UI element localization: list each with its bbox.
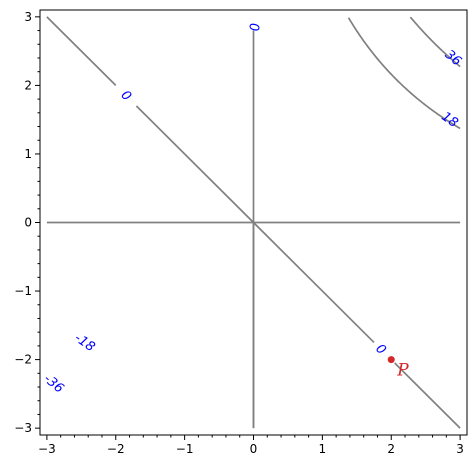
x-tick-label: 0 bbox=[250, 442, 258, 456]
y-tick-label: −3 bbox=[14, 421, 32, 435]
y-tick-label: 2 bbox=[24, 78, 32, 92]
point-layer: P bbox=[387, 356, 409, 381]
contour-level-0-diagonal-middle bbox=[135, 105, 375, 344]
contour-label: 36 bbox=[442, 47, 464, 69]
axis-tick-labels: −3 −2 −1 0 1 2 3 −3 −2 −1 0 1 2 3 bbox=[14, 10, 464, 456]
x-tick-label: 1 bbox=[319, 442, 327, 456]
contour-label: 0 bbox=[372, 341, 388, 357]
x-tick-label: −1 bbox=[176, 442, 194, 456]
contour-label: 0 bbox=[246, 23, 261, 31]
y-tick-label: 1 bbox=[24, 147, 32, 161]
x-tick-label: 3 bbox=[456, 442, 464, 456]
y-tick-label: 3 bbox=[24, 10, 32, 24]
contour-level-0-diagonal-lower bbox=[394, 362, 461, 429]
x-tick-label: −3 bbox=[38, 442, 56, 456]
contour-label: 0 bbox=[118, 88, 134, 104]
y-tick-label: −1 bbox=[14, 284, 32, 298]
x-tick-label: 2 bbox=[387, 442, 395, 456]
y-tick-label: −2 bbox=[14, 353, 32, 367]
contour-level-18-a bbox=[347, 17, 461, 130]
contour-label: -36 bbox=[40, 371, 66, 396]
plot-frame bbox=[39, 9, 468, 436]
point-marker bbox=[387, 356, 395, 364]
contour-level-36-a bbox=[409, 16, 461, 68]
contour-label: -18 bbox=[71, 331, 97, 355]
contour-lines bbox=[46, 16, 461, 429]
point-label: P bbox=[396, 361, 409, 381]
y-tick-label: 0 bbox=[24, 216, 32, 230]
x-tick-label: −2 bbox=[107, 442, 125, 456]
contour-level-0-diagonal-upper bbox=[46, 16, 117, 87]
